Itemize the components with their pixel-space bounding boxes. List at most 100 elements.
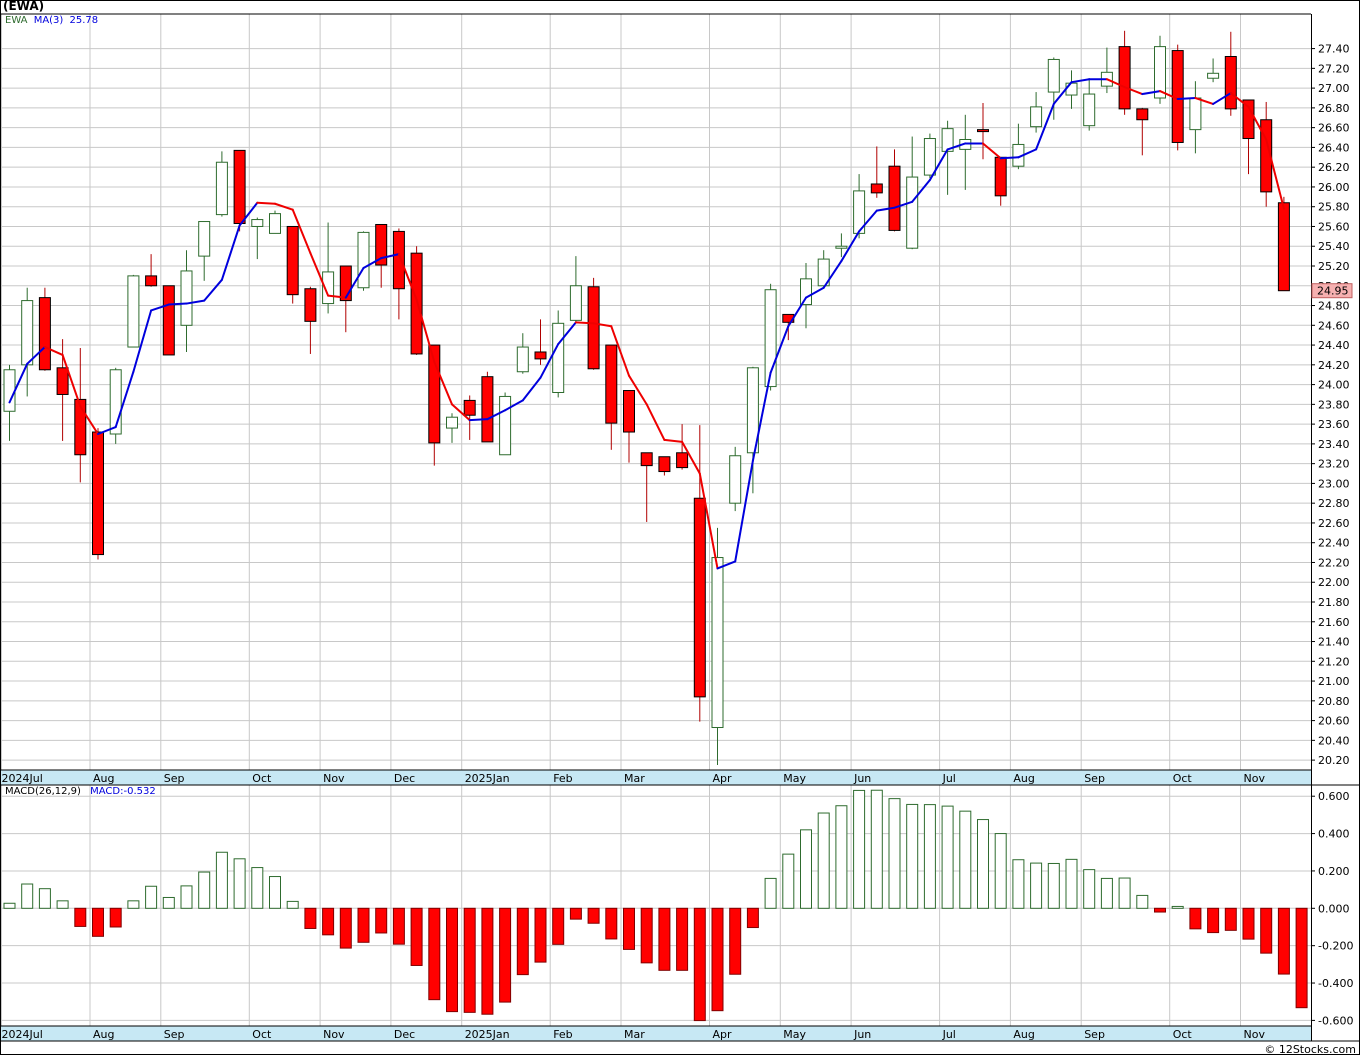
price-ytick-label: 23.00 <box>1318 477 1350 490</box>
macd-bar <box>375 907 388 934</box>
candle-body <box>923 138 936 176</box>
ma3-line-segment <box>1265 138 1285 210</box>
macd-bar <box>446 907 458 1013</box>
site-credit: © 12Stocks.com <box>1264 1043 1356 1056</box>
candle-body <box>56 367 69 395</box>
ma3-line-segment <box>663 438 684 443</box>
ma3-line-segment <box>574 321 595 325</box>
price-xtick-label: Jul <box>942 772 956 785</box>
ma3-line-segment <box>309 252 330 297</box>
ma3-line-segment <box>539 343 560 379</box>
candle-body <box>251 219 264 227</box>
candle-body <box>233 149 246 225</box>
ma3-line-segment <box>486 409 507 421</box>
macd-bar <box>463 907 476 1013</box>
candle-body <box>428 344 441 444</box>
price-ytick-label: 21.00 <box>1318 675 1350 688</box>
macd-ytick-label: 0.000 <box>1318 902 1350 915</box>
macd-bar <box>56 900 69 909</box>
candle-body <box>552 322 565 393</box>
macd-bar <box>906 803 919 909</box>
candle-body <box>977 129 989 133</box>
macd-bar <box>977 819 989 909</box>
ma3-line-segment <box>1070 78 1091 84</box>
ma3-line-segment <box>150 303 170 312</box>
macd-bar <box>1118 877 1131 909</box>
candle-body <box>127 275 140 348</box>
ma3-line-segment <box>1159 90 1179 100</box>
candle-body <box>906 176 919 249</box>
candle-body <box>711 557 724 729</box>
macd-bar <box>21 883 34 909</box>
ma3-line-segment <box>751 371 772 462</box>
macd-xtick-label: Jun <box>853 1028 871 1041</box>
macd-bar <box>1171 905 1184 909</box>
ma3-line-segment <box>1141 90 1161 96</box>
candle-body <box>1277 202 1290 292</box>
candle-body <box>446 416 458 429</box>
price-legend: EWA MA(3) 25.78 <box>5 15 98 26</box>
macd-bar <box>499 907 512 1003</box>
macd-bar <box>1012 859 1025 909</box>
ma3-line-segment <box>928 148 949 182</box>
price-ytick-label: 24.00 <box>1318 379 1350 392</box>
macd-bar <box>1030 862 1043 909</box>
macd-bar <box>1242 907 1255 940</box>
ma3-line-segment <box>893 200 914 209</box>
ma3-line-segment <box>1105 78 1126 89</box>
macd-bar <box>233 858 246 909</box>
candle-body <box>835 245 848 249</box>
price-ytick-label: 25.80 <box>1318 201 1350 214</box>
price-ytick-label: 23.20 <box>1318 458 1350 471</box>
macd-bar <box>1100 877 1113 909</box>
macd-bar <box>676 907 689 971</box>
macd-xtick-label: Feb <box>553 1028 572 1041</box>
ma3-line-segment <box>468 418 489 422</box>
macd-bar <box>994 833 1007 909</box>
macd-bar <box>1154 907 1166 913</box>
candle-body <box>1242 99 1255 140</box>
price-ytick-label: 25.40 <box>1318 240 1350 253</box>
candle-body <box>870 183 883 194</box>
candle-body <box>516 346 529 373</box>
price-xtick-label: Feb <box>553 772 572 785</box>
macd-xtick-label: Sep <box>1084 1028 1105 1041</box>
ma3-line-segment <box>946 142 967 151</box>
candle-body <box>658 456 671 473</box>
price-ytick-label: 24.80 <box>1318 300 1350 313</box>
price-xtick-label: 2025Jan <box>465 772 510 785</box>
candle-body <box>623 390 635 433</box>
macd-bar <box>658 907 671 971</box>
candle-body <box>817 258 830 287</box>
price-xtick-label: Sep <box>164 772 185 785</box>
macd-bar <box>322 907 335 936</box>
candle-body <box>198 221 211 257</box>
candle-body <box>1083 93 1096 127</box>
candle-body <box>392 230 405 290</box>
candle-body <box>1030 106 1043 128</box>
candle-body <box>1207 72 1220 79</box>
macd-bar <box>38 888 51 909</box>
macd-bar <box>587 907 600 924</box>
ma3-line-segment <box>415 298 436 363</box>
macd-bar <box>835 805 848 909</box>
macd-bar <box>764 877 777 909</box>
candle-body <box>38 297 51 371</box>
macd-bar <box>198 871 211 909</box>
price-xtick-label: Nov <box>1244 772 1266 785</box>
macd-bar <box>1065 858 1078 909</box>
ma3-line-segment <box>716 560 737 570</box>
candle-body <box>853 190 866 234</box>
last-price-label: 24.95 <box>1317 285 1349 298</box>
ma3-line-segment <box>875 206 896 212</box>
candle-body <box>499 395 512 456</box>
candle-body <box>1136 108 1149 121</box>
ma3-line-segment <box>79 405 99 435</box>
candle-body <box>162 285 175 356</box>
price-ytick-label: 26.60 <box>1318 122 1350 135</box>
ma3-line-segment <box>8 362 29 404</box>
macd-bar <box>286 900 299 909</box>
macd-bar <box>339 907 352 949</box>
macd-xtick-label: Nov <box>1244 1028 1266 1041</box>
candle-body <box>3 369 16 412</box>
